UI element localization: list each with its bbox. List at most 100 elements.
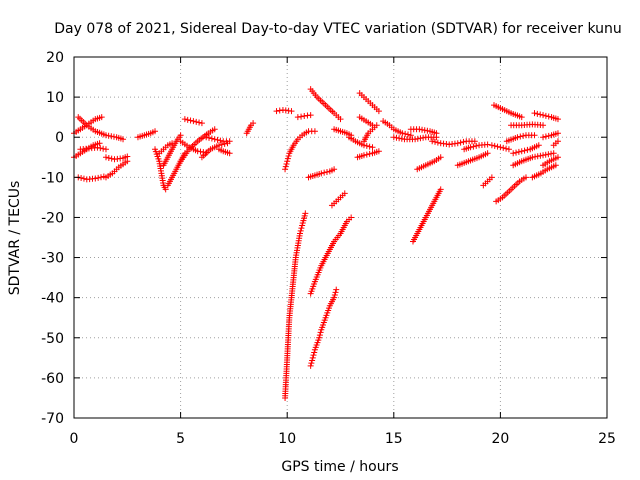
- x-tick-label: 25: [598, 431, 616, 447]
- series-arc-ba: [540, 130, 561, 141]
- y-tick-label: 10: [46, 90, 64, 106]
- data-point: [108, 155, 115, 162]
- series-arc-ai: [380, 118, 414, 139]
- x-tick-label: 0: [70, 431, 79, 447]
- data-point: [283, 160, 290, 167]
- series-arc-aa: [307, 214, 355, 297]
- data-point: [310, 352, 317, 359]
- data-point: [308, 360, 315, 367]
- data-point: [540, 122, 547, 129]
- data-point: [375, 148, 382, 155]
- series-arc-s: [243, 120, 257, 137]
- data-point: [545, 132, 552, 139]
- data-point: [284, 158, 291, 165]
- data-point: [97, 145, 104, 152]
- data-point: [433, 130, 440, 137]
- data-point: [457, 139, 464, 146]
- data-point: [331, 291, 338, 298]
- y-tick-label: 0: [55, 130, 64, 146]
- data-point: [520, 132, 527, 139]
- data-point: [396, 135, 403, 142]
- series-arc-ak: [407, 126, 440, 137]
- data-point: [454, 140, 461, 147]
- data-point: [510, 150, 517, 157]
- y-tick-label: -30: [41, 251, 64, 267]
- series-arc-at: [491, 102, 525, 121]
- data-point: [100, 145, 107, 152]
- series-arc-ag: [356, 90, 382, 115]
- data-point: [545, 113, 552, 120]
- series-arc-z: [307, 286, 340, 369]
- data-point: [419, 126, 426, 133]
- y-axis-label: SDTVAR / TECUs: [7, 181, 23, 296]
- series-arc-af: [354, 148, 382, 161]
- data-point: [407, 132, 414, 139]
- data-point: [429, 138, 436, 145]
- data-point: [375, 108, 382, 115]
- series-arc-am: [414, 154, 444, 173]
- data-point: [285, 152, 292, 159]
- data-point: [535, 142, 542, 149]
- data-point: [521, 147, 528, 154]
- data-point: [331, 166, 338, 173]
- data-point: [284, 155, 291, 162]
- series-arc-g: [102, 158, 131, 181]
- data-point: [437, 186, 444, 193]
- data-point: [471, 138, 478, 145]
- y-tick-label: -60: [41, 371, 64, 387]
- data-point: [554, 154, 561, 161]
- data-point: [190, 118, 197, 125]
- series-arc-p: [198, 140, 231, 161]
- data-point: [273, 108, 280, 115]
- series-arc-as: [493, 174, 529, 205]
- series-arc-c: [75, 114, 127, 143]
- data-point: [412, 136, 419, 143]
- data-point: [467, 144, 474, 151]
- data-point: [473, 142, 480, 149]
- data-point: [518, 148, 525, 155]
- data-point: [360, 152, 367, 159]
- data-point: [518, 114, 525, 121]
- series-arc-av: [503, 132, 538, 145]
- data-point: [206, 134, 213, 141]
- series-arc-ac: [331, 126, 355, 139]
- data-point: [108, 133, 115, 140]
- data-point: [214, 136, 221, 143]
- series-arc-i: [152, 146, 169, 193]
- data-point: [198, 120, 205, 127]
- data-point: [531, 110, 538, 117]
- data-point: [321, 169, 328, 176]
- data-point: [534, 110, 541, 117]
- data-point: [288, 108, 295, 115]
- data-point: [208, 135, 215, 142]
- data-point: [196, 119, 203, 126]
- series-arc-f: [102, 153, 131, 163]
- data-point: [120, 136, 127, 143]
- data-point: [390, 134, 397, 141]
- data-point: [554, 116, 561, 123]
- series-arc-ab: [328, 190, 348, 209]
- series-arc-w: [294, 112, 314, 121]
- data-point: [218, 141, 225, 148]
- series-arc-aq: [480, 174, 495, 189]
- data-point: [534, 153, 541, 160]
- series-arc-au: [508, 121, 547, 129]
- data-point: [513, 149, 520, 156]
- series-arc-az: [531, 110, 561, 123]
- data-point: [162, 186, 169, 193]
- data-point: [488, 142, 495, 149]
- series-arc-bc: [550, 138, 561, 149]
- series-arc-ax: [510, 142, 542, 157]
- data-point: [505, 146, 512, 153]
- series-arc-ao: [461, 141, 491, 153]
- data-point: [500, 144, 507, 151]
- data-point: [484, 141, 491, 148]
- series-arc-ap: [454, 150, 491, 169]
- series-arc-q: [203, 134, 233, 145]
- series-arc-d: [77, 144, 109, 153]
- data-point: [363, 151, 370, 158]
- data-point: [421, 127, 428, 134]
- data-point: [323, 168, 330, 175]
- data-point: [503, 145, 510, 152]
- data-point: [294, 114, 301, 121]
